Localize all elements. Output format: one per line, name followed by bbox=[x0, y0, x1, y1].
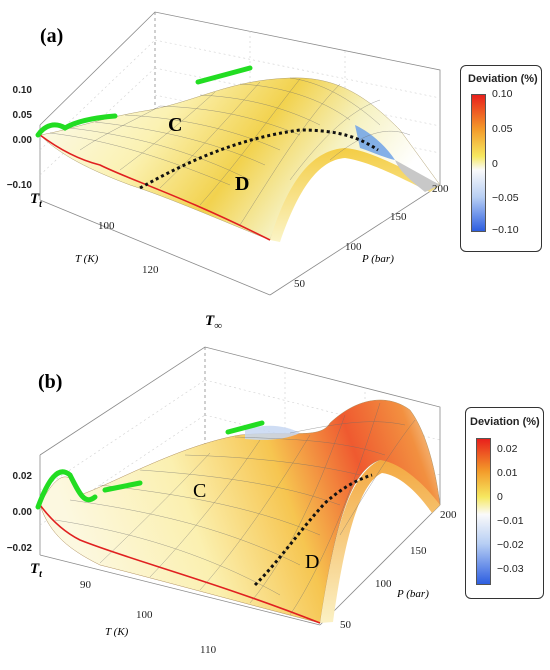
boundary-line-b bbox=[253, 473, 373, 587]
panel-b: C D (b) 0.02 0.00 −0.02 90 100 110 T (K)… bbox=[0, 335, 550, 670]
bounding-box-a bbox=[39, 11, 441, 296]
colorbar-title-b: Deviation (%) bbox=[470, 416, 540, 428]
colorbar-a: Deviation (%) 0.10 0.05 0 −0.05 −0.10 bbox=[460, 65, 542, 252]
x-tick-a-1: 100 bbox=[345, 241, 362, 253]
z-tick-a-3: −0.10 bbox=[7, 180, 33, 191]
boundary-line-a bbox=[139, 128, 379, 190]
green-segments-a bbox=[35, 65, 253, 138]
colorbar-tick-b-0: 0.02 bbox=[497, 443, 518, 455]
z-tick-b-1: 0.00 bbox=[13, 507, 33, 518]
colorbar-tick-a-3: −0.05 bbox=[492, 192, 519, 204]
surface-b bbox=[39, 399, 441, 624]
y-tick-b-1: 100 bbox=[136, 609, 153, 621]
colorbar-tick-a-0: 0.10 bbox=[492, 88, 513, 100]
colorbar-b: Deviation (%) 0.02 0.01 0 −0.01 −0.02 −0… bbox=[465, 407, 544, 599]
y-tick-a-0: 100 bbox=[98, 220, 115, 232]
colorbar-tick-b-4: −0.02 bbox=[497, 539, 524, 551]
x-tick-b-1: 100 bbox=[375, 578, 392, 590]
mesh-a bbox=[49, 77, 411, 226]
z-tick-a-0: 0.10 bbox=[13, 85, 33, 96]
x-axis-label-a: P (bar) bbox=[361, 253, 394, 265]
surface-b-negative-region bbox=[245, 425, 300, 440]
x-tick-a-3: 200 bbox=[432, 183, 449, 195]
colorbar-gradient-b bbox=[476, 438, 491, 585]
surface-b-edge bbox=[39, 504, 321, 624]
panel-label-a: (a) bbox=[40, 25, 63, 47]
x-tick-a-2: 150 bbox=[390, 211, 407, 223]
colorbar-tick-b-1: 0.01 bbox=[497, 467, 518, 479]
surface-b-front bbox=[320, 460, 440, 623]
surface-a-neutral-region bbox=[395, 160, 440, 192]
x-tick-b-3: 200 bbox=[440, 509, 457, 521]
endpoint-high-a: T∞ bbox=[205, 313, 222, 332]
endpoint-low-b: Tt bbox=[30, 561, 43, 580]
colorbar-tick-b-3: −0.01 bbox=[497, 515, 524, 527]
surface-a-edge bbox=[39, 134, 271, 241]
surface-plot-a: C D (a) 0.10 0.05 0.00 −0.10 100 120 T (… bbox=[7, 11, 449, 332]
colorbar-title-a: Deviation (%) bbox=[468, 73, 538, 85]
colorbar-tick-a-4: −0.10 bbox=[492, 224, 519, 236]
y-tick-b-2: 110 bbox=[200, 644, 217, 656]
z-tick-b-0: 0.02 bbox=[13, 471, 33, 482]
x-tick-b-0: 50 bbox=[340, 619, 352, 631]
region-label-c-a: C bbox=[168, 114, 182, 136]
y-tick-a-1: 120 bbox=[142, 264, 159, 276]
x-tick-a-0: 50 bbox=[294, 278, 306, 290]
region-label-d-a: D bbox=[235, 173, 249, 195]
green-segments-b bbox=[35, 420, 265, 510]
region-label-c-b: C bbox=[193, 480, 206, 502]
region-label-d-b: D bbox=[305, 551, 319, 573]
surface-plot-b: C D (b) 0.02 0.00 −0.02 90 100 110 T (K)… bbox=[7, 346, 457, 656]
z-tick-b-2: −0.02 bbox=[7, 543, 33, 554]
x-tick-b-2: 150 bbox=[410, 545, 427, 557]
endpoint-low-a: Tt bbox=[30, 191, 43, 210]
colorbar-tick-a-1: 0.05 bbox=[492, 123, 513, 135]
y-tick-b-0: 90 bbox=[80, 579, 92, 591]
mesh-b bbox=[54, 402, 416, 616]
z-tick-a-1: 0.05 bbox=[13, 110, 33, 121]
colorbar-gradient-a bbox=[471, 94, 486, 232]
colorbar-tick-b-5: −0.03 bbox=[497, 563, 524, 575]
x-axis-label-b: P (bar) bbox=[396, 588, 429, 600]
bounding-box-b bbox=[39, 346, 441, 626]
y-axis-label-b: T (K) bbox=[105, 626, 129, 638]
surface-a-front bbox=[270, 148, 440, 242]
z-tick-a-2: 0.00 bbox=[13, 135, 33, 146]
panel-a: C D (a) 0.10 0.05 0.00 −0.10 100 120 T (… bbox=[7, 11, 542, 332]
colorbar-tick-a-2: 0 bbox=[492, 158, 498, 170]
panel-label-b: (b) bbox=[38, 371, 62, 393]
surface-a-negative-region bbox=[355, 125, 395, 160]
y-axis-label-a: T (K) bbox=[75, 253, 99, 265]
colorbar-tick-b-2: 0 bbox=[497, 491, 503, 503]
